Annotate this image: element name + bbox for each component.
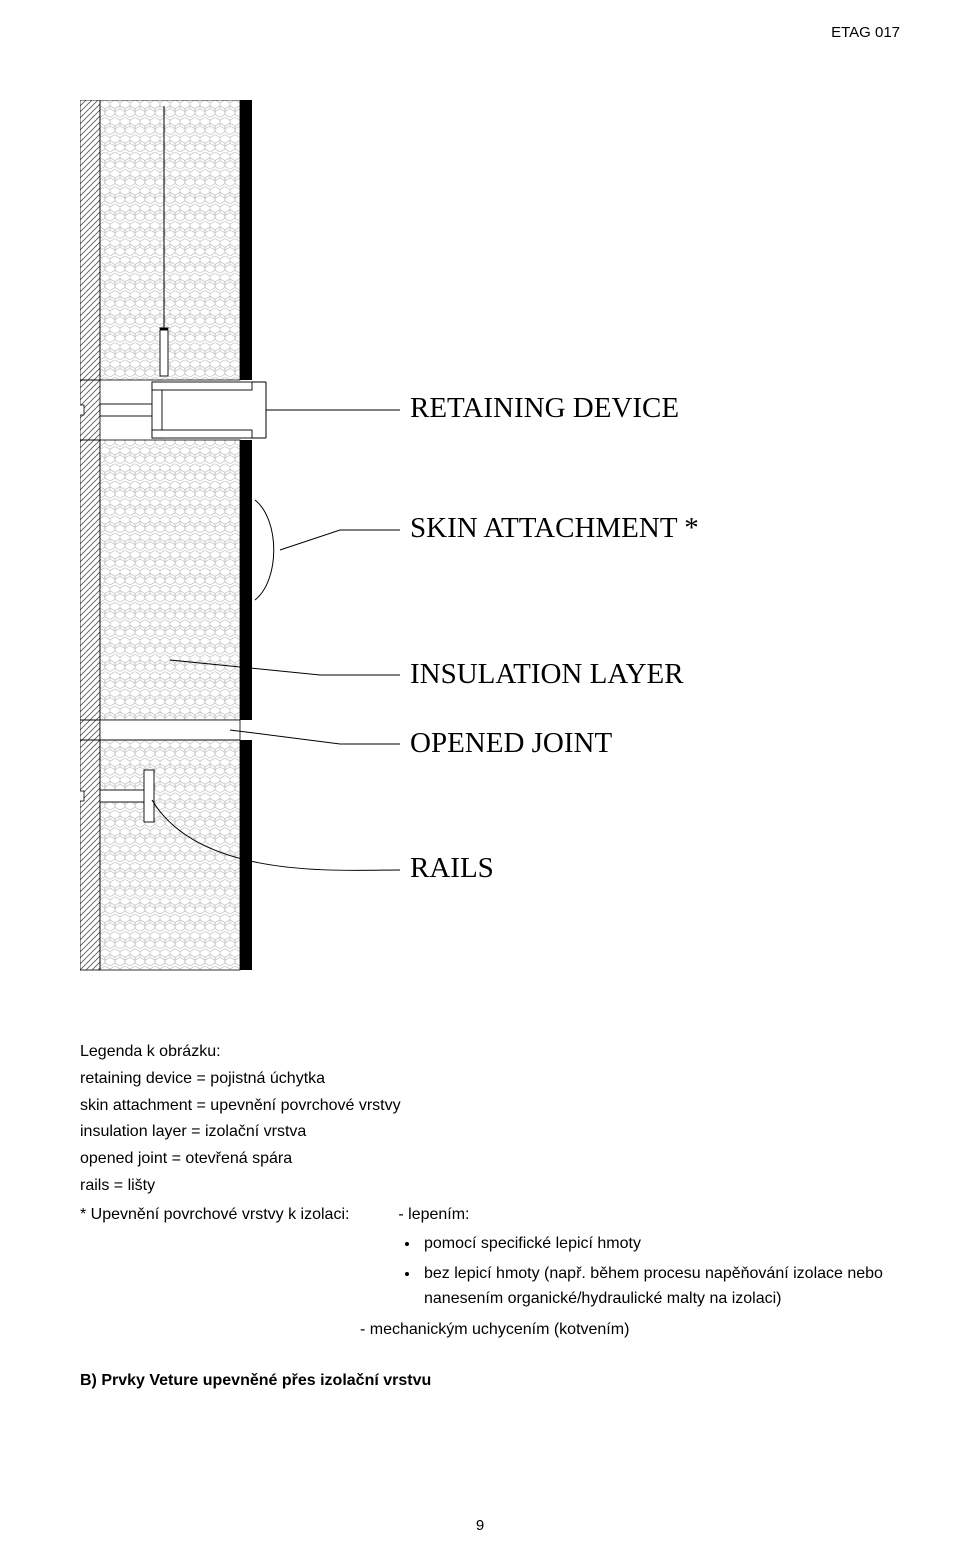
skin-bot	[240, 740, 252, 970]
legend-title: Legenda k obrázku:	[80, 1040, 900, 1065]
legend-line-4: rails = lišty	[80, 1174, 900, 1199]
wall-hatch-bot	[80, 740, 100, 970]
insulation-mid	[100, 440, 240, 720]
label-rails: RAILS	[410, 852, 494, 885]
bullet-0: pomocí specifické lepicí hmoty	[420, 1232, 900, 1257]
legend-line-1: skin attachment = upevnění povrchové vrs…	[80, 1094, 900, 1119]
wall-hatch-top	[80, 100, 100, 380]
diagram: RETAINING DEVICE SKIN ATTACHMENT * INSUL…	[80, 100, 880, 1000]
skin-top	[240, 100, 252, 380]
bullet-list: pomocí specifické lepicí hmoty bez lepic…	[420, 1232, 900, 1312]
insulation-bot	[100, 740, 240, 970]
legend-block: Legenda k obrázku: retaining device = po…	[80, 1040, 900, 1396]
insulation-top	[100, 100, 240, 380]
legend-line-3: opened joint = otevřená spára	[80, 1147, 900, 1172]
opened-joint-gap	[100, 720, 240, 740]
wall-hatch-mid	[80, 440, 100, 720]
mechanical: - mechanickým uchycením (kotvením)	[360, 1318, 900, 1343]
skin-attachment-bracket	[255, 500, 274, 600]
legend-line-2: insulation layer = izolační vrstva	[80, 1120, 900, 1145]
label-retaining-device: RETAINING DEVICE	[410, 392, 679, 425]
doc-id: ETAG 017	[831, 24, 900, 41]
section-b: B) Prvky Veture upevněné přes izolační v…	[80, 1369, 900, 1394]
bullet-1: bez lepicí hmoty (např. během procesu na…	[420, 1262, 900, 1312]
fixation-label: * Upevnění povrchové vrstvy k izolaci:	[80, 1206, 349, 1223]
wall-hatch-joint2	[80, 720, 100, 740]
label-opened-joint: OPENED JOINT	[410, 727, 612, 760]
label-skin-attachment: SKIN ATTACHMENT *	[410, 512, 699, 545]
legend-line-0: retaining device = pojistná úchytka	[80, 1067, 900, 1092]
fixation-method1: - lepením:	[398, 1206, 469, 1223]
skin-mid	[240, 440, 252, 720]
label-insulation-layer: INSULATION LAYER	[410, 658, 684, 691]
page-number: 9	[0, 1517, 960, 1534]
retaining-device-joint	[80, 380, 266, 440]
